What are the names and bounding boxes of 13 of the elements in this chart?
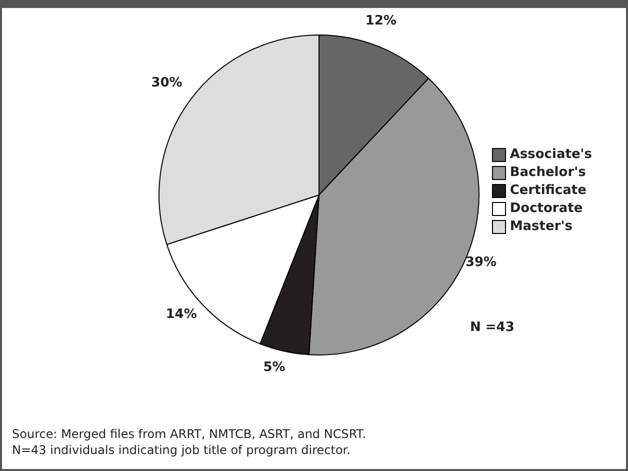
- data-label: 14%: [166, 307, 197, 322]
- data-label: 5%: [263, 360, 286, 376]
- data-label: 12%: [365, 13, 397, 28]
- legend-label: Doctorate: [510, 201, 583, 216]
- legend-label: Certificate: [510, 183, 586, 198]
- text: N=43 individuals indicating job title of program director.: [12, 442, 352, 458]
- source-note: Source: Merged files from ARRT, NMTCB, ASRT, and NCSRT.: [12, 426, 366, 442]
- text: N =43: [470, 320, 514, 335]
- data-label: 30%: [151, 76, 182, 91]
- legend-label: Bachelor's: [510, 165, 586, 180]
- legend-label: Master's: [510, 219, 572, 234]
- legend-label: Associate's: [510, 147, 592, 162]
- data-label: 39%: [465, 254, 497, 270]
